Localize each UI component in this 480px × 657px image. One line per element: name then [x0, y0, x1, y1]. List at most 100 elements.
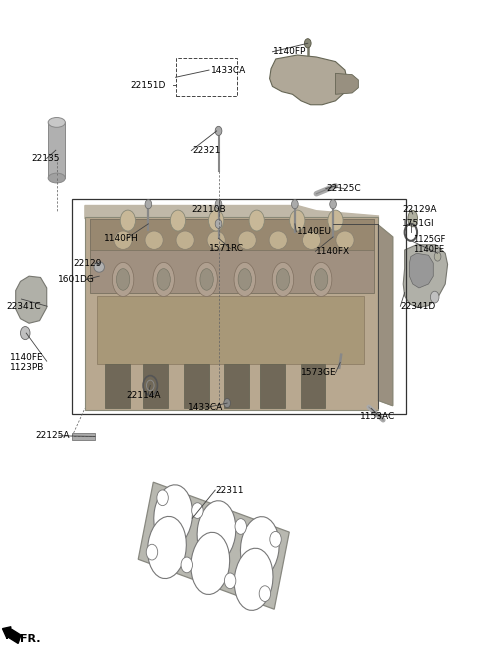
Text: 1573GE: 1573GE [301, 369, 336, 378]
Text: 22129A: 22129A [402, 205, 437, 214]
Circle shape [170, 210, 186, 231]
Polygon shape [403, 245, 447, 307]
Ellipse shape [94, 261, 105, 272]
Circle shape [249, 210, 264, 231]
Polygon shape [270, 55, 348, 104]
Ellipse shape [234, 262, 255, 296]
Circle shape [145, 200, 152, 209]
Circle shape [215, 200, 222, 209]
Text: 22321: 22321 [192, 146, 221, 155]
Ellipse shape [157, 269, 170, 290]
Ellipse shape [153, 262, 174, 296]
Text: FR.: FR. [20, 634, 40, 645]
Bar [105, 364, 130, 408]
Text: 22135: 22135 [31, 154, 60, 163]
Ellipse shape [269, 231, 287, 250]
Circle shape [270, 532, 281, 547]
Circle shape [181, 557, 192, 573]
Ellipse shape [200, 269, 213, 290]
Circle shape [289, 210, 305, 231]
Text: 22125C: 22125C [326, 184, 360, 193]
Circle shape [304, 39, 311, 48]
Text: 1140FH: 1140FH [104, 234, 139, 242]
Polygon shape [378, 225, 393, 406]
Ellipse shape [116, 269, 130, 290]
Ellipse shape [191, 532, 229, 595]
Circle shape [330, 200, 336, 209]
Circle shape [328, 210, 343, 231]
Polygon shape [16, 276, 47, 323]
Text: 1153AC: 1153AC [360, 412, 396, 420]
Ellipse shape [336, 231, 354, 250]
Text: 22114A: 22114A [126, 391, 161, 399]
Text: 22125A: 22125A [36, 431, 70, 440]
Text: 1140FX: 1140FX [316, 247, 350, 256]
Ellipse shape [234, 548, 273, 610]
Ellipse shape [408, 210, 418, 227]
Circle shape [259, 586, 271, 601]
Text: 22311: 22311 [215, 486, 244, 495]
Ellipse shape [154, 485, 192, 547]
Ellipse shape [114, 231, 132, 250]
Text: 22341D: 22341D [400, 302, 435, 311]
Text: 22151D: 22151D [130, 81, 166, 89]
Circle shape [215, 219, 222, 229]
Polygon shape [336, 74, 359, 95]
Circle shape [146, 544, 158, 560]
Bar [224, 364, 249, 408]
Polygon shape [409, 253, 433, 288]
Circle shape [224, 573, 236, 589]
Circle shape [235, 518, 246, 534]
Ellipse shape [147, 516, 186, 579]
Ellipse shape [311, 262, 332, 296]
Ellipse shape [48, 173, 65, 183]
Polygon shape [138, 482, 289, 609]
Bar [143, 364, 168, 408]
Ellipse shape [276, 269, 289, 290]
Ellipse shape [238, 269, 252, 290]
Circle shape [434, 252, 441, 261]
Text: 22129: 22129 [73, 259, 101, 267]
Text: 1433CA: 1433CA [188, 403, 223, 411]
Text: 1123PB: 1123PB [10, 363, 44, 373]
FancyArrow shape [2, 627, 21, 643]
Ellipse shape [314, 269, 328, 290]
Ellipse shape [207, 231, 225, 250]
Circle shape [157, 490, 168, 506]
Circle shape [215, 126, 222, 135]
Circle shape [21, 327, 30, 340]
Bar [72, 433, 95, 440]
Bar [72, 199, 406, 413]
Circle shape [208, 210, 224, 231]
Text: 1433CA: 1433CA [211, 66, 247, 75]
Polygon shape [85, 206, 378, 224]
Text: 1140EU: 1140EU [297, 227, 332, 236]
Ellipse shape [112, 262, 134, 296]
Ellipse shape [145, 231, 163, 250]
Ellipse shape [272, 262, 294, 296]
Bar [176, 58, 237, 97]
Bar [300, 364, 325, 408]
Text: 22341C: 22341C [6, 302, 41, 311]
Circle shape [120, 210, 135, 231]
Text: 1751GI: 1751GI [402, 219, 435, 229]
Bar [90, 219, 373, 250]
Text: 22110B: 22110B [192, 205, 226, 214]
Text: 1571RC: 1571RC [209, 244, 244, 253]
Ellipse shape [238, 231, 256, 250]
Text: 1601DG: 1601DG [58, 275, 95, 284]
Bar [260, 364, 285, 408]
Circle shape [431, 291, 439, 303]
Bar [97, 296, 364, 365]
Ellipse shape [48, 118, 65, 127]
Ellipse shape [196, 262, 217, 296]
Ellipse shape [197, 501, 236, 563]
Ellipse shape [302, 231, 321, 250]
Circle shape [291, 200, 298, 209]
Text: 1140FE: 1140FE [413, 246, 444, 254]
Text: 1140FP: 1140FP [274, 47, 307, 57]
Ellipse shape [176, 231, 194, 250]
Bar [48, 122, 65, 178]
Circle shape [192, 503, 203, 518]
Bar [90, 219, 373, 292]
